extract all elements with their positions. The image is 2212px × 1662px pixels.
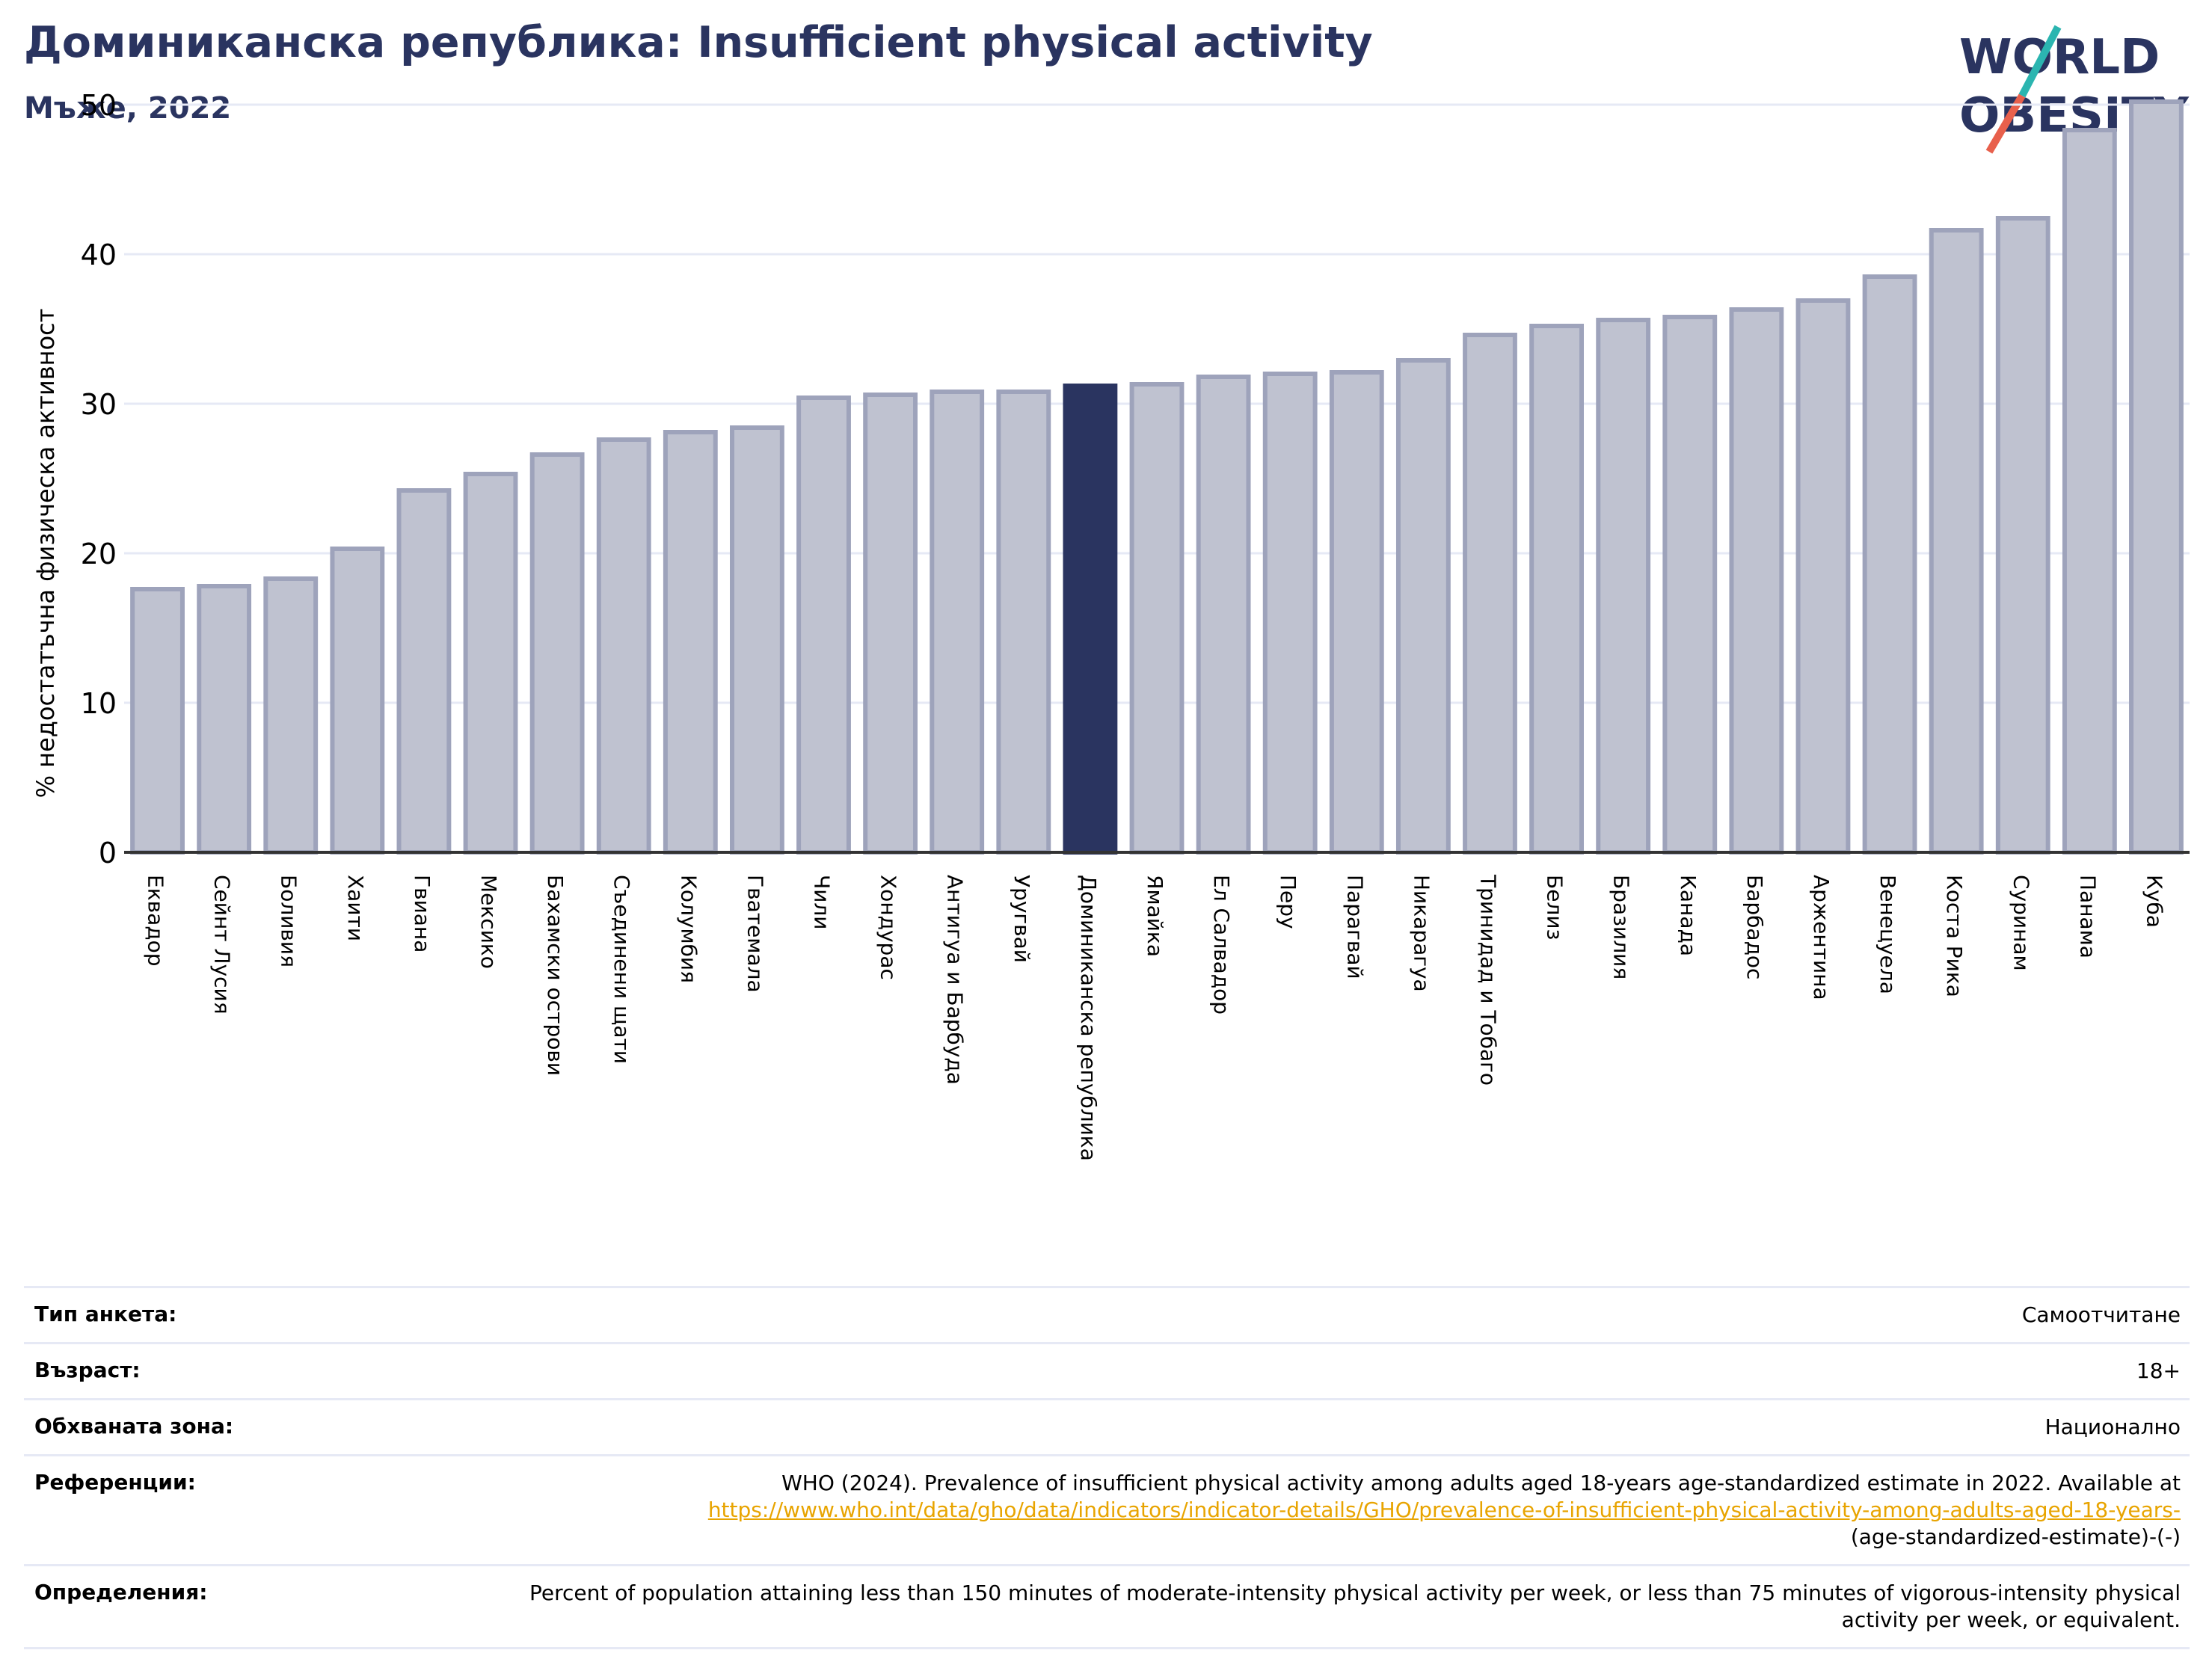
bar bbox=[663, 430, 718, 855]
chart-title: Доминиканска република: Insufficient phy… bbox=[24, 18, 1373, 67]
bar bbox=[330, 547, 385, 855]
bar bbox=[197, 584, 252, 855]
x-tick-label: Парагвай bbox=[1342, 875, 1367, 979]
x-tick-label: Хаити bbox=[343, 875, 368, 941]
x-tick-label: Панама bbox=[2075, 875, 2100, 958]
x-tick-label: Бразилия bbox=[1609, 875, 1634, 979]
coverage-value: Национално bbox=[2044, 1415, 2181, 1439]
info-table: Тип анкета: Самоотчитане Възраст: 18+ Об… bbox=[24, 1286, 2190, 1649]
logo-word-world: WORLD bbox=[1959, 30, 2160, 85]
bar bbox=[1395, 358, 1451, 855]
x-tick-label: Канада bbox=[1676, 875, 1701, 956]
definitions-label: Определения: bbox=[34, 1580, 208, 1604]
bar bbox=[730, 425, 784, 855]
x-tick-label: Тринидад и Тобаго bbox=[1475, 874, 1500, 1086]
x-tick-label: Сейнт Лусия bbox=[210, 875, 235, 1015]
y-tick-label: 10 bbox=[81, 687, 117, 720]
bar bbox=[1463, 333, 1517, 855]
info-row-coverage: Обхваната зона: Национално bbox=[24, 1398, 2190, 1454]
y-tick-label: 0 bbox=[99, 837, 117, 870]
x-tick-label: Чили bbox=[810, 875, 835, 930]
x-tick-label: Ямайка bbox=[1143, 875, 1167, 957]
references-text: WHO (2024). Prevalence of insufficient p… bbox=[781, 1471, 2181, 1495]
references-link-tail: (age-standardized-estimate)-(-) bbox=[1850, 1524, 2181, 1549]
bar bbox=[396, 488, 452, 855]
x-tick-label: Барбадос bbox=[1742, 875, 1767, 979]
x-tick-label: Никарагуа bbox=[1409, 875, 1434, 992]
bar bbox=[1729, 307, 1784, 855]
x-tick-label: Суринам bbox=[2009, 875, 2033, 971]
bar bbox=[930, 390, 985, 855]
x-tick-label: Съединени щати bbox=[609, 875, 634, 1064]
bar-highlighted bbox=[1063, 384, 1118, 855]
bar bbox=[1929, 228, 1984, 855]
x-tick-label: Куба bbox=[2142, 875, 2166, 928]
bar bbox=[1196, 375, 1251, 855]
bar bbox=[996, 390, 1051, 855]
x-tick-label: Гватемала bbox=[743, 875, 767, 993]
y-axis-label: % недостатъчна физическа активност bbox=[31, 309, 60, 798]
info-row-references: Референции: WHO (2024). Prevalence of in… bbox=[24, 1454, 2190, 1564]
bar bbox=[1662, 315, 1718, 855]
info-row-age: Възраст: 18+ bbox=[24, 1342, 2190, 1398]
age-label: Възраст: bbox=[34, 1358, 141, 1382]
bar bbox=[1262, 372, 1318, 855]
bar bbox=[1129, 382, 1185, 855]
x-tick-label: Доминиканска република bbox=[1076, 875, 1101, 1161]
bar bbox=[2062, 128, 2117, 855]
x-tick-label: Уругвай bbox=[1010, 875, 1034, 963]
info-row-definitions: Определения: Percent of population attai… bbox=[24, 1564, 2190, 1649]
logo-slash-top bbox=[2018, 25, 2062, 98]
x-tick-label: Колумбия bbox=[676, 875, 701, 983]
bar bbox=[263, 576, 319, 855]
bar bbox=[863, 393, 918, 855]
bar bbox=[1596, 318, 1651, 855]
x-tick-label: Ел Салвадор bbox=[1209, 875, 1234, 1015]
bar bbox=[463, 472, 518, 855]
coverage-label: Обхваната зона: bbox=[34, 1414, 234, 1438]
x-tick-label: Белиз bbox=[1543, 875, 1567, 940]
x-tick-label: Хондурас bbox=[876, 875, 901, 980]
bar bbox=[130, 587, 185, 855]
x-tick-label: Антигуа и Барбуда bbox=[943, 875, 968, 1085]
x-tick-label: Венецуела bbox=[1875, 875, 1900, 994]
x-tick-label: Коста Рика bbox=[1942, 875, 1967, 997]
bar bbox=[1329, 370, 1384, 855]
references-link[interactable]: https://www.who.int/data/gho/data/indica… bbox=[707, 1498, 2181, 1522]
references-value: WHO (2024). Prevalence of insufficient p… bbox=[528, 1470, 2181, 1551]
survey-type-value: Самоотчитане bbox=[2021, 1302, 2181, 1327]
x-tick-label: Гвиана bbox=[410, 875, 434, 952]
x-tick-label: Аржентина bbox=[1809, 875, 1834, 1000]
bar-chart: 0 10 20 30 40 50 % недостатъчна физическа акти… bbox=[31, 89, 2190, 1161]
survey-type-label: Тип анкета: bbox=[34, 1302, 177, 1326]
bar bbox=[529, 452, 585, 855]
bar bbox=[596, 437, 651, 855]
bar bbox=[1995, 216, 2050, 855]
y-tick-label: 40 bbox=[81, 238, 117, 271]
bar bbox=[1795, 298, 1851, 855]
x-tick-label: Бахамски острови bbox=[543, 875, 568, 1076]
x-tick-label: Боливия bbox=[277, 875, 301, 967]
y-tick-label: 30 bbox=[81, 388, 117, 421]
definitions-value: Percent of population attaining less tha… bbox=[529, 1581, 2181, 1632]
x-tick-label: Перу bbox=[1276, 875, 1300, 929]
x-tick-label: Мексико bbox=[476, 875, 501, 969]
chart-subtitle: Мъже, 2022 bbox=[24, 91, 232, 126]
x-tick-label: Еквадор bbox=[144, 875, 168, 967]
bar bbox=[796, 396, 851, 855]
info-row-survey-type: Тип анкета: Самоотчитане bbox=[24, 1286, 2190, 1342]
age-value: 18+ bbox=[2136, 1358, 2181, 1383]
y-tick-label: 20 bbox=[81, 538, 117, 570]
y-tick-label: 50 bbox=[81, 89, 117, 122]
bar bbox=[1862, 274, 1917, 855]
bar bbox=[2129, 99, 2184, 855]
bar bbox=[1529, 324, 1584, 855]
references-label: Референции: bbox=[34, 1470, 196, 1495]
